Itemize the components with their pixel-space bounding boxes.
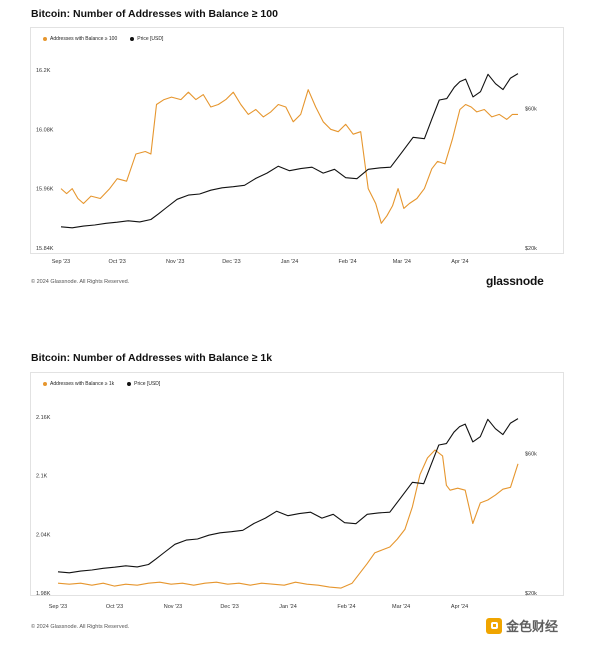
chart-frame: Addresses with Balance ≥ 100 Price [USD] (30, 27, 564, 254)
series-line-balance (57, 449, 519, 589)
x-tick-label: Apr '24 (451, 259, 468, 265)
y-left-tick-label: 16.08K (36, 127, 54, 133)
y-left-tick-label: 16.2K (36, 68, 51, 74)
x-tick-label: Mar '24 (393, 259, 411, 265)
x-tick-label: Oct '23 (106, 604, 123, 610)
legend-label-price: Price [USD] (137, 36, 164, 42)
y-left-tick-label: 2.04K (36, 532, 51, 538)
x-tick-label: Sep '23 (52, 259, 70, 265)
x-tick-label: Dec '23 (220, 604, 238, 610)
x-tick-label: Dec '23 (222, 259, 240, 265)
chart-legend: Addresses with Balance ≥ 1k Price [USD] (43, 381, 160, 387)
y-right-tick-label: $20k (525, 591, 537, 597)
x-tick-label: Jan '24 (281, 259, 299, 265)
x-tick-label: Mar '24 (392, 604, 410, 610)
series-line-price (57, 418, 519, 574)
chart-frame: Addresses with Balance ≥ 1k Price [USD] (30, 372, 564, 596)
y-right-tick-label: $60k (525, 107, 537, 113)
chart-title: Bitcoin: Number of Addresses with Balanc… (31, 8, 278, 20)
y-left-tick-label: 15.84K (36, 246, 54, 252)
chart-legend: Addresses with Balance ≥ 100 Price [USD] (43, 36, 163, 42)
x-tick-label: Nov '23 (164, 604, 182, 610)
legend-dot-balance (43, 37, 47, 41)
legend-label-balance: Addresses with Balance ≥ 1k (50, 381, 115, 387)
x-tick-label: Feb '24 (338, 259, 356, 265)
copyright-text: © 2024 Glassnode. All Rights Reserved. (31, 279, 130, 285)
y-right-tick-label: $60k (525, 452, 537, 458)
watermark-text: 金色财经 (506, 619, 559, 634)
legend-label-balance: Addresses with Balance ≥ 100 (50, 36, 118, 42)
legend-label-price: Price [USD] (134, 381, 161, 387)
x-tick-label: Sep '23 (49, 604, 67, 610)
jinse-logo-icon (486, 617, 502, 634)
glassnode-logo: glassnode (486, 274, 544, 288)
y-right-tick-label: $20k (525, 246, 537, 252)
series-line-price (60, 73, 519, 229)
y-left-tick-label: 2.1K (36, 474, 48, 480)
x-tick-label: Feb '24 (337, 604, 355, 610)
legend-dot-balance (43, 382, 47, 386)
watermark: 金色财经 (486, 616, 558, 635)
x-tick-label: Jan '24 (279, 604, 297, 610)
x-tick-label: Oct '23 (109, 259, 126, 265)
chart-title: Bitcoin: Number of Addresses with Balanc… (31, 352, 273, 364)
legend-dot-price (130, 37, 135, 41)
line-chart-balance-100: 16.2K 16.08K 15.96K 15.84K $60k $20k Sep '23 Oc… (36, 68, 537, 265)
legend-dot-price (127, 382, 132, 386)
y-left-tick-label: 1.98K (36, 591, 51, 597)
y-left-tick-label: 15.96K (36, 187, 54, 193)
x-tick-label: Nov '23 (166, 259, 184, 265)
copyright-text: © 2024 Glassnode. All Rights Reserved. (31, 624, 130, 630)
y-left-tick-label: 2.16K (36, 415, 51, 421)
series-line-balance (60, 89, 518, 224)
x-tick-label: Apr '24 (451, 604, 468, 610)
